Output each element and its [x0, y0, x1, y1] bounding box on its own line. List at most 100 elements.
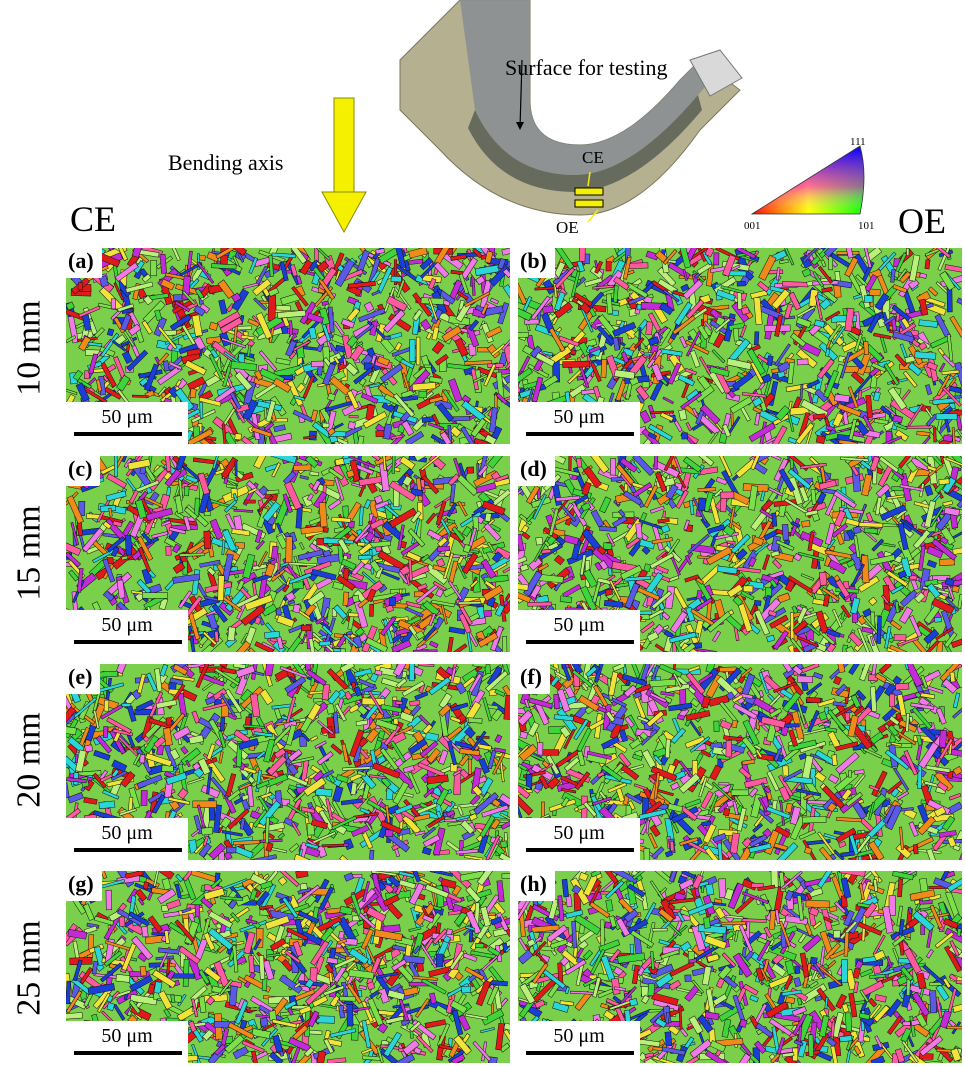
grain: [472, 374, 488, 383]
grain: [316, 248, 331, 261]
grain: [620, 473, 633, 488]
grain: [314, 740, 327, 749]
grain: [169, 314, 192, 331]
grain: [290, 264, 298, 277]
grain: [653, 456, 660, 470]
grain: [814, 295, 823, 320]
grain: [267, 294, 277, 321]
grain: [66, 335, 77, 344]
grain: [410, 510, 422, 524]
grain: [833, 284, 842, 298]
grain: [625, 537, 641, 550]
grain: [365, 404, 376, 421]
grain: [464, 360, 492, 366]
grain: [305, 664, 311, 671]
ipf-label-111: 111: [850, 136, 866, 148]
grain: [227, 626, 236, 642]
grain: [420, 318, 432, 331]
grain: [891, 304, 911, 322]
grain: [750, 456, 762, 471]
grain: [468, 813, 478, 821]
grain: [796, 675, 814, 684]
grain: [647, 336, 660, 346]
grain: [450, 702, 469, 712]
grain: [365, 637, 389, 652]
grain: [360, 392, 379, 404]
grain: [614, 369, 636, 380]
grain: [541, 548, 552, 554]
grain: [333, 356, 340, 365]
grain: [327, 306, 335, 333]
grain: [315, 787, 333, 797]
grain: [678, 409, 688, 421]
grain: [798, 486, 810, 503]
grain: [242, 553, 256, 579]
grain: [157, 386, 167, 397]
grain: [795, 316, 812, 329]
grain: [356, 770, 367, 777]
grain: [277, 309, 307, 319]
grain: [711, 349, 726, 364]
grain: [447, 519, 456, 524]
grain: [873, 418, 889, 425]
grain: [608, 671, 619, 696]
grain: [321, 843, 344, 848]
grain: [187, 376, 206, 391]
grain: [933, 248, 952, 259]
grain: [632, 753, 643, 761]
grain: [111, 759, 128, 773]
grain: [365, 821, 375, 835]
grain: [739, 324, 747, 338]
grain: [578, 248, 586, 262]
grain: [236, 579, 245, 592]
grain: [848, 631, 863, 647]
grain: [844, 256, 859, 278]
grain: [121, 350, 133, 364]
grain: [401, 680, 425, 697]
grain: [160, 278, 176, 291]
grain: [255, 312, 273, 340]
grain: [390, 434, 403, 440]
grain: [663, 629, 674, 639]
grain: [191, 710, 201, 724]
grain: [411, 382, 437, 391]
grain: [156, 744, 164, 756]
grain: [168, 517, 197, 526]
grain: [186, 348, 201, 356]
grain: [684, 339, 710, 355]
grain: [300, 806, 316, 814]
grain: [876, 615, 882, 644]
grain: [753, 331, 760, 346]
grain: [664, 850, 673, 858]
grain: [497, 258, 506, 270]
grain: [308, 326, 317, 340]
grain: [795, 606, 808, 625]
grain: [435, 788, 450, 806]
grain: [523, 570, 543, 597]
grain: [448, 626, 466, 635]
grain: [875, 483, 891, 498]
grain: [712, 832, 727, 843]
grain: [449, 502, 466, 507]
grain: [923, 628, 940, 645]
grain: [592, 284, 614, 290]
grain: [908, 821, 919, 837]
grain: [145, 507, 174, 521]
grain: [285, 339, 297, 357]
grain: [934, 616, 942, 623]
grain: [393, 248, 407, 269]
grain: [728, 416, 741, 434]
grain: [369, 849, 375, 860]
grain: [945, 456, 962, 469]
grain: [872, 391, 881, 402]
grain: [754, 609, 770, 636]
grain: [409, 664, 415, 682]
grain: [380, 820, 403, 835]
grain: [598, 560, 609, 571]
grain: [305, 842, 319, 850]
grain: [473, 792, 499, 815]
grain: [144, 363, 159, 392]
grain: [863, 341, 870, 355]
grain-map-d: [518, 456, 962, 652]
grain: [530, 295, 551, 321]
